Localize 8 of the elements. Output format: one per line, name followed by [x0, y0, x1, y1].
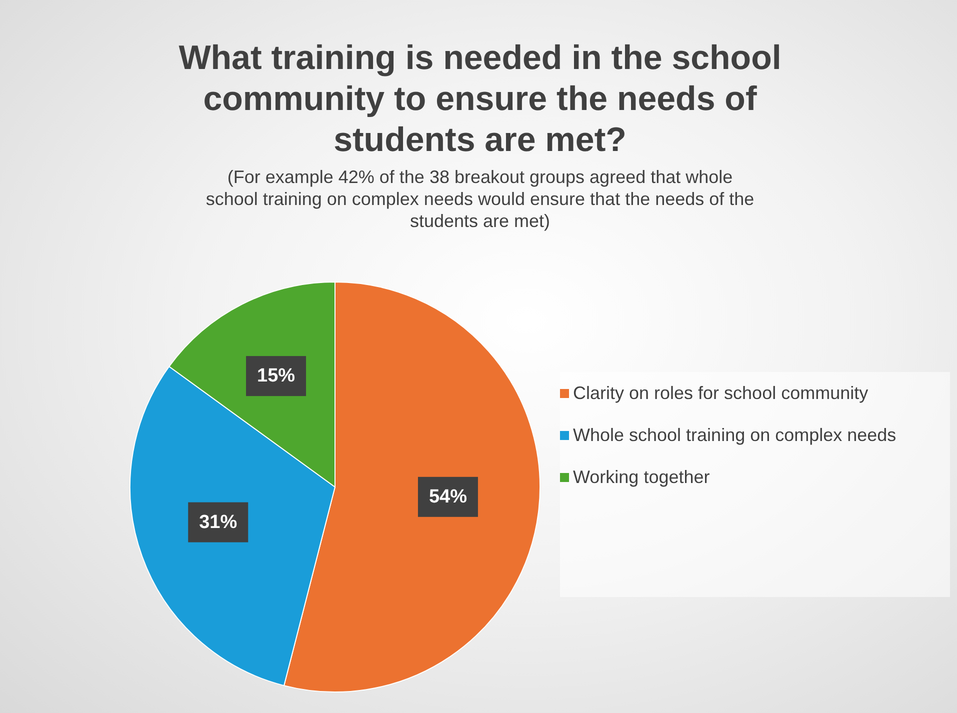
legend-label: Working together: [573, 466, 711, 489]
legend-label: Whole school training on complex needs: [573, 424, 898, 447]
chart-subtitle: (For example 42% of the 38 breakout groups agreed that whole school training on complex needs would ensure that the needs of the students are met): [204, 166, 756, 232]
data-label: 31%: [199, 512, 238, 533]
data-label: 54%: [428, 486, 468, 508]
slice-label: Clarity on roles for school community: [573, 382, 870, 405]
data-label: 15%: [257, 366, 296, 387]
chart-title: What training is needed in the school community to ensure the needs of students are met?: [178, 38, 782, 161]
